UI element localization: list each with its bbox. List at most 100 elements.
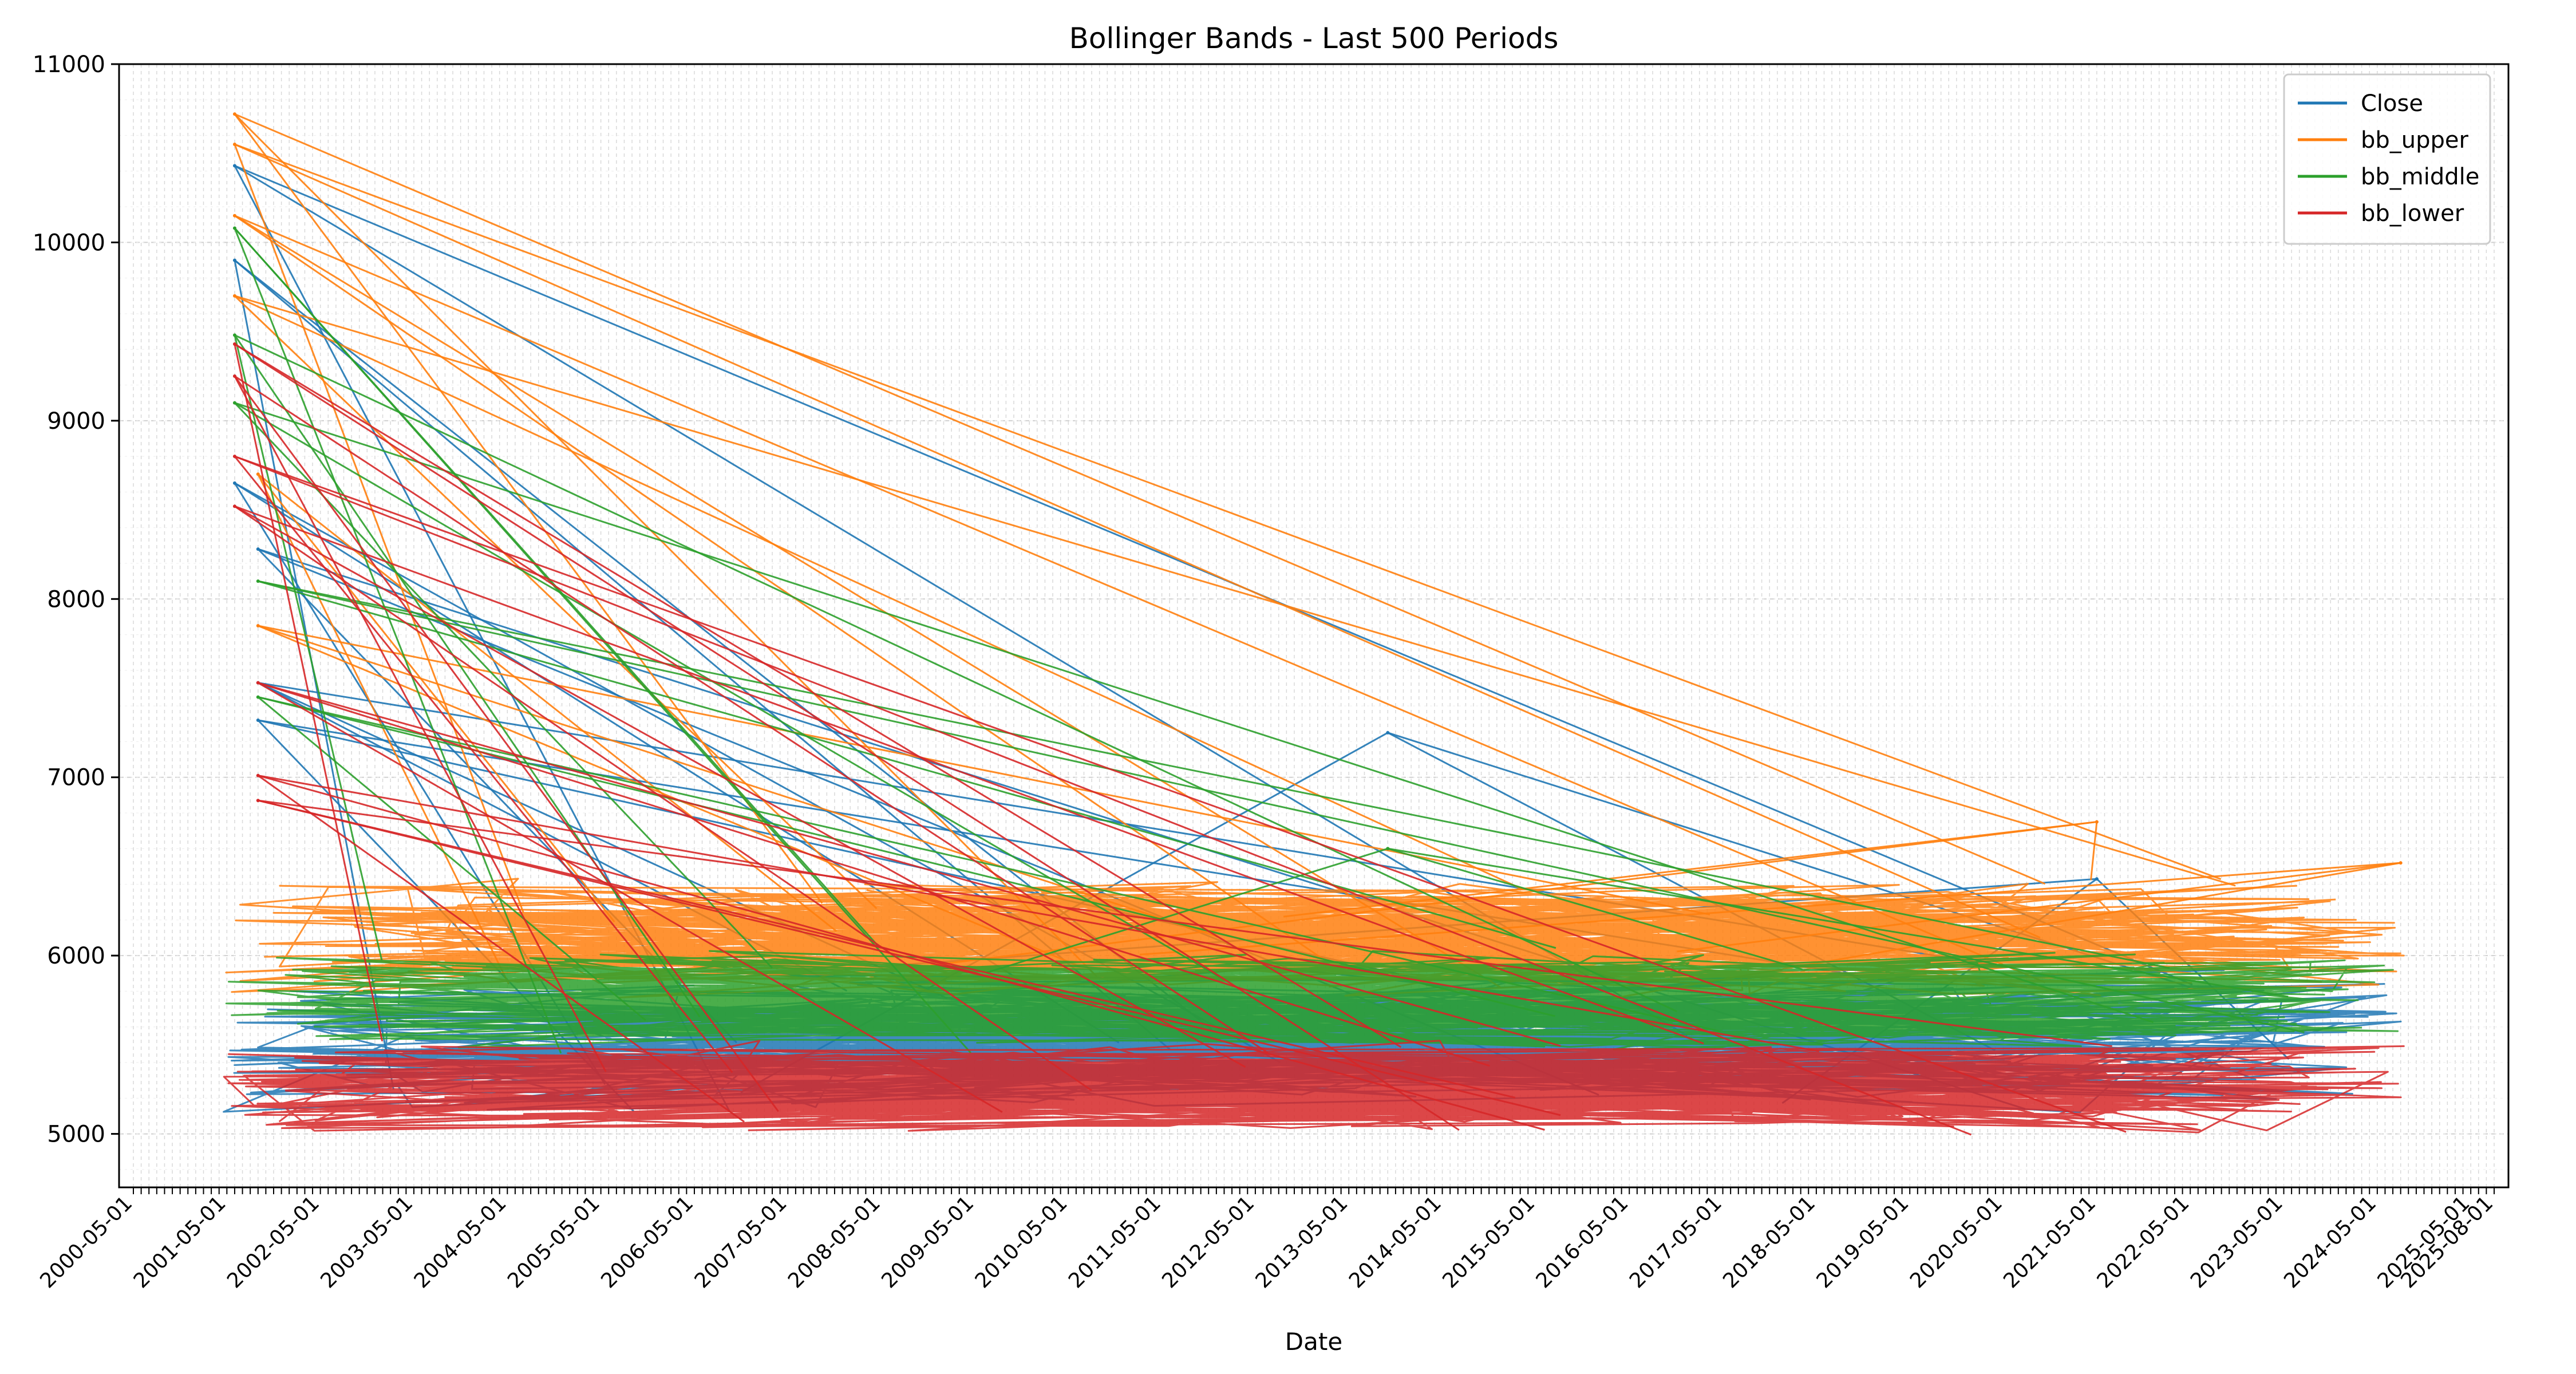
- series-peak-point: [232, 333, 236, 337]
- y-axis: 5000 6000 7000 8000 9000 10000 11000: [33, 52, 119, 1148]
- series-line: [225, 878, 2405, 998]
- y-tick-label: 5000: [47, 1122, 105, 1148]
- series-peak-streak: [1388, 847, 2289, 998]
- series-peak-streak: [986, 847, 1388, 974]
- series-peak-streak: [258, 580, 2305, 1033]
- legend-label: bb_middle: [2361, 164, 2479, 190]
- y-tick-label: 11000: [33, 52, 105, 78]
- series-peak-streak: [234, 113, 2046, 885]
- x-axis-label: Date: [1285, 1328, 1342, 1356]
- series-peak-point: [256, 681, 260, 685]
- series-peak-streak: [258, 580, 1556, 949]
- legend-box: [2283, 73, 2491, 245]
- series-peak-streak: [1387, 847, 1803, 970]
- series-line: [225, 950, 2399, 1051]
- series-peak-streak: [257, 473, 510, 985]
- series-peak-point: [256, 547, 260, 551]
- y-tick-label: 10000: [33, 230, 105, 256]
- y-tick-label: 9000: [47, 408, 105, 435]
- series-peak-point: [1386, 847, 1390, 851]
- chart-title: Bollinger Bands - Last 500 Periods: [1069, 22, 1559, 55]
- series-peak-streak: [234, 335, 383, 961]
- series-peak-point: [232, 226, 236, 230]
- series-peak-streak: [234, 506, 1092, 1091]
- series-peak-streak: [258, 775, 1820, 1052]
- series-peak-streak: [234, 227, 562, 1054]
- series-peak-streak: [930, 821, 2097, 966]
- series-peak-point: [232, 342, 236, 346]
- series-peak-point: [232, 258, 236, 262]
- series-peak-streak: [234, 402, 2154, 1023]
- y-tick-label: 7000: [47, 765, 105, 791]
- series-peak-streak: [234, 455, 1972, 1136]
- series-peak-streak: [258, 682, 1490, 1067]
- series-peak-streak: [257, 473, 615, 923]
- series-peak-streak: [234, 376, 607, 1072]
- series-peak-point: [256, 624, 260, 627]
- series-peak-streak: [234, 113, 823, 904]
- series-peak-point: [232, 401, 236, 405]
- series-peak-streak: [234, 334, 1678, 1013]
- series-bb_upper: [225, 112, 2405, 999]
- series-peak-streak: [234, 215, 1501, 988]
- series-peak-streak: [257, 696, 646, 1021]
- series-peak-streak: [1283, 821, 2097, 918]
- series-peak-streak: [234, 344, 384, 1042]
- series-peak-point: [232, 112, 236, 116]
- series-peak-streak: [1139, 862, 2401, 956]
- series-peak-streak: [258, 580, 2170, 969]
- legend-label: Close: [2361, 90, 2423, 117]
- series-peak-streak: [258, 799, 2112, 1048]
- series-peak-point: [232, 294, 236, 298]
- series-peak-streak: [234, 402, 1224, 980]
- series-peak-point: [1386, 731, 1390, 735]
- series-peak-streak: [1677, 862, 2401, 953]
- series-peak-streak: [258, 682, 1003, 1113]
- series-peak-point: [232, 164, 236, 168]
- series-peak-point: [232, 143, 236, 147]
- y-tick-label: 6000: [47, 943, 105, 969]
- series-peak-streak: [2090, 822, 2098, 881]
- series-peak-point: [232, 214, 236, 218]
- series-peak-point: [2399, 861, 2403, 865]
- legend-label: bb_upper: [2361, 127, 2469, 153]
- series-peak-point: [256, 579, 260, 583]
- series-peak-point: [256, 695, 260, 699]
- legend-item: bb_lower: [2298, 200, 2464, 227]
- series-peak-point: [232, 374, 236, 378]
- series-peak-streak: [234, 295, 2236, 887]
- series-peak-streak: [257, 775, 745, 1123]
- legend-label: bb_lower: [2361, 200, 2464, 227]
- legend-item: Close: [2298, 90, 2423, 117]
- series-peak-streak: [234, 113, 1098, 978]
- legend: Close bb_upper bb_middle bb_lower: [2283, 73, 2491, 245]
- series-bb_lower: [223, 342, 2405, 1136]
- series-peak-streak: [234, 343, 1460, 1131]
- series-peak-point: [2095, 877, 2099, 881]
- series-peak-point: [256, 773, 260, 777]
- plot-frame: [118, 63, 2510, 1189]
- legend-item: bb_middle: [2298, 164, 2479, 190]
- series-peak-point: [256, 472, 260, 476]
- series-peak-point: [232, 481, 236, 485]
- series-peak-streak: [234, 456, 733, 1073]
- series-peak-streak: [258, 799, 1516, 1099]
- series-peak-streak: [234, 505, 1704, 1045]
- series-bb_middle: [225, 226, 2399, 1054]
- series-peak-streak: [234, 143, 2222, 881]
- series-peak-streak: [258, 682, 1561, 1047]
- series-peak-streak: [234, 295, 878, 910]
- series-peak-streak: [258, 799, 1561, 1116]
- plot-area: [223, 112, 2405, 1136]
- series-peak-streak: [258, 625, 1081, 968]
- series-peak-streak: [234, 295, 1523, 890]
- series-peak-streak: [234, 506, 1246, 1068]
- series-peak-point: [2095, 820, 2099, 824]
- legend-item: bb_upper: [2298, 127, 2469, 153]
- series-peak-streak: [234, 143, 2041, 939]
- series-peak-streak: [234, 376, 779, 1112]
- series-peak-streak: [258, 625, 1710, 915]
